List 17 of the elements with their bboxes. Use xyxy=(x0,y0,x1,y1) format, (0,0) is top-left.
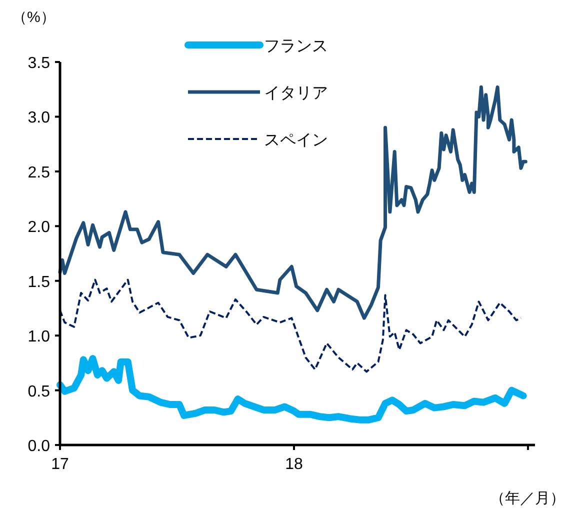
y-tick-label: 1.0 xyxy=(28,328,50,346)
line-series xyxy=(58,85,528,320)
x-tick-label: 18 xyxy=(285,456,303,473)
y-tick-label: 1.5 xyxy=(28,274,50,291)
legend-label: スペイン xyxy=(264,132,328,149)
legend-label: フランス xyxy=(264,38,328,55)
y-tick-label: 0.5 xyxy=(28,383,50,400)
x-axis-title: （年／月） xyxy=(490,490,565,507)
y-tick-label: 3.5 xyxy=(28,55,50,72)
y-axis-title: （%） xyxy=(12,9,56,26)
y-tick-label: 3.0 xyxy=(28,110,50,127)
y-tick-label: 2.0 xyxy=(28,219,50,236)
legend-label: イタリア xyxy=(264,85,328,102)
line-series xyxy=(59,278,522,373)
x-tick-label: 17 xyxy=(51,456,69,473)
y-tick-label: 2.5 xyxy=(28,164,50,182)
y-tick-label: 0.0 xyxy=(28,438,50,455)
